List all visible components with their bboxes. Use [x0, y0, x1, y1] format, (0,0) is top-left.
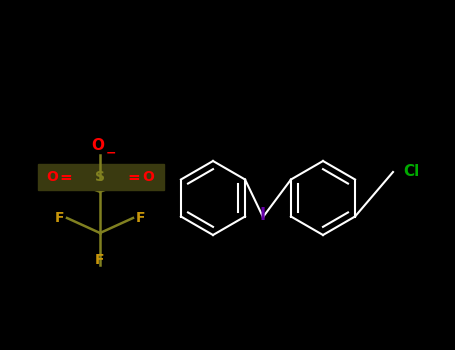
Text: I: I — [260, 206, 266, 224]
Text: S: S — [95, 170, 105, 184]
Text: O: O — [46, 170, 58, 184]
Text: O: O — [91, 138, 105, 153]
Text: −: − — [106, 147, 116, 160]
Text: =: = — [127, 169, 141, 184]
Text: F: F — [95, 253, 105, 267]
Text: =: = — [60, 169, 72, 184]
FancyBboxPatch shape — [38, 164, 164, 190]
Text: O: O — [142, 170, 154, 184]
Text: Cl: Cl — [403, 164, 419, 180]
Text: F: F — [136, 211, 146, 225]
Text: F: F — [55, 211, 64, 225]
